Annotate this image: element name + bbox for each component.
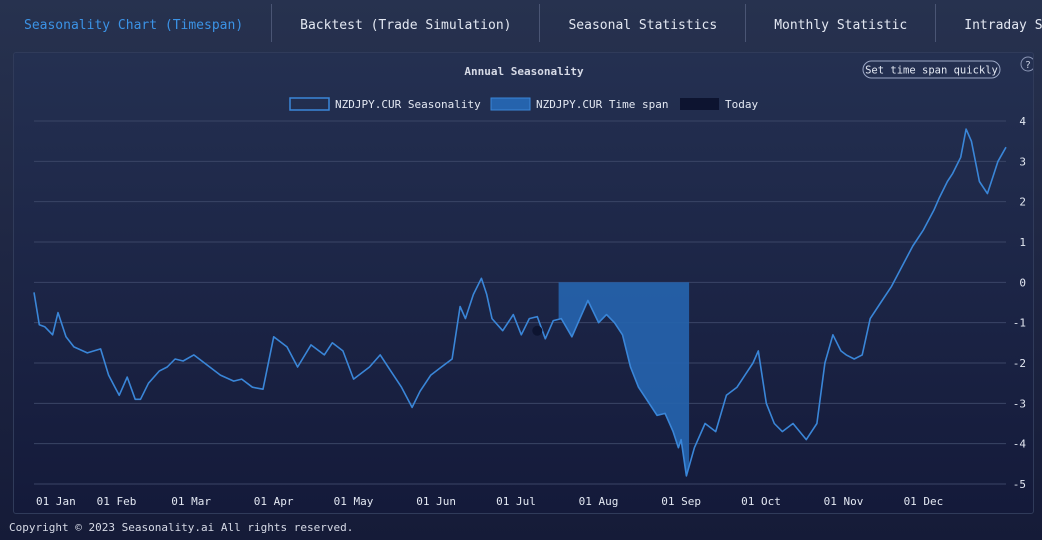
help-icon[interactable]: ? [1020,56,1033,72]
legend-item-seasonality[interactable]: NZDJPY.CUR Seasonality [289,97,481,111]
y-tick-label: 4 [1019,115,1026,128]
y-tick-label: 1 [1019,236,1026,249]
quick-span-button[interactable]: Set time span quickly [862,60,1001,79]
x-tick-label: 01 Aug [579,495,619,508]
tab-seasonality-chart[interactable]: Seasonality Chart (Timespan) [0,4,273,42]
x-axis: 01 Jan 01 Feb 01 Mar 01 Apr 01 May 01 Jun 01 J… [36,495,943,508]
y-tick-label: -2 [1013,357,1026,370]
quick-span-label: Set time span quickly [865,65,998,77]
tab-monthly-statistic[interactable]: Monthly Statistic [746,4,937,42]
x-tick-label: 01 Feb [97,495,137,508]
legend-item-today[interactable]: Today [680,98,758,111]
x-tick-label: 01 Nov [824,495,864,508]
seasonality-line [33,128,1007,477]
legend-label-today: Today [725,98,758,111]
today-marker [532,325,543,336]
x-tick-label: 01 Mar [171,495,211,508]
y-tick-label: 3 [1019,155,1026,168]
x-tick-label: 01 Jun [416,495,456,508]
copyright-footer: Copyright © 2023 Seasonality.ai All righ… [9,521,354,534]
legend-item-time-span[interactable]: NZDJPY.CUR Time span [490,97,668,111]
y-tick-label: -3 [1013,397,1026,410]
legend-swatch-outline [289,97,330,111]
x-tick-label: 01 Dec [904,495,944,508]
y-tick-label: 0 [1019,276,1026,289]
x-tick-label: 01 Jul [496,495,536,508]
svg-text:?: ? [1025,60,1030,71]
legend-label-time-span: NZDJPY.CUR Time span [536,98,668,111]
x-tick-label: 01 Oct [741,495,781,508]
legend-swatch-today [680,98,719,110]
y-tick-label: -4 [1013,438,1027,451]
legend-label-seasonality: NZDJPY.CUR Seasonality [335,98,481,111]
y-tick-label: 2 [1019,196,1026,209]
x-tick-label: 01 Jan [36,495,76,508]
seasonality-chart: 4 3 2 1 0 -1 -2 -3 -4 -5 01 Jan 01 Feb 01 Mar 01 Apr… [33,56,1033,508]
x-tick-label: 01 Apr [254,495,294,508]
legend-swatch-filled [490,97,531,111]
tab-bar: Seasonality Chart (Timespan) Backtest (T… [0,0,1042,46]
x-tick-label: 01 Sep [661,495,701,508]
x-tick-label: 01 May [334,495,374,508]
tab-seasonal-statistics[interactable]: Seasonal Statistics [540,4,747,42]
legend: NZDJPY.CUR Seasonality NZDJPY.CUR Time s… [289,97,758,111]
tab-intraday-seasonality[interactable]: Intraday Seasonality Char [964,18,1042,33]
chart-title: Annual Seasonality [464,65,584,78]
chart-panel: 4 3 2 1 0 -1 -2 -3 -4 -5 01 Jan 01 Feb 01 Mar 01 Apr… [13,52,1034,514]
y-tick-label: -5 [1013,478,1026,491]
y-tick-label: -1 [1013,317,1026,330]
y-axis: 4 3 2 1 0 -1 -2 -3 -4 -5 [1013,115,1027,491]
tab-backtest[interactable]: Backtest (Trade Simulation) [272,4,541,42]
grid [34,120,1006,485]
time-span-area [558,282,690,476]
